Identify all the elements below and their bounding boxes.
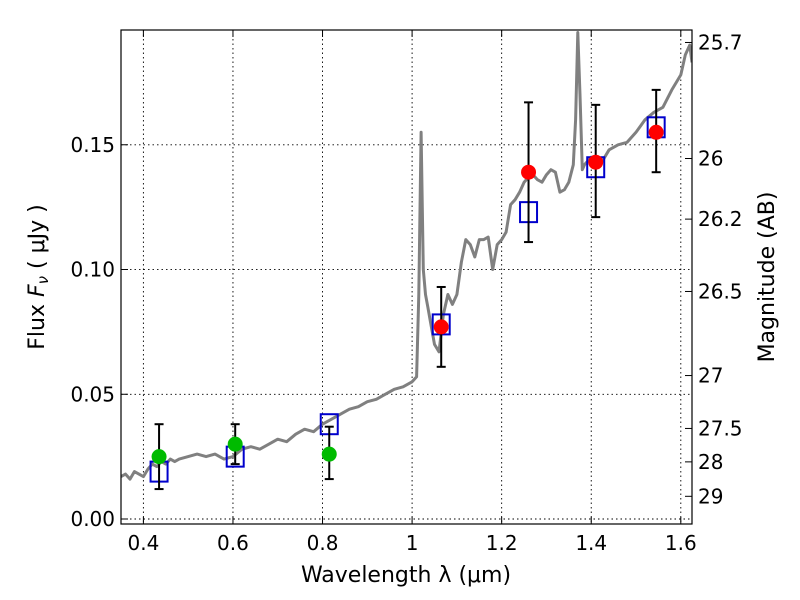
y2-axis-label: Magnitude (AB) (755, 192, 780, 363)
y-axis-label-symbol: F (25, 284, 50, 297)
x-tick-label: 0.4 (127, 531, 159, 555)
plot-frame (120, 29, 693, 525)
x-axis-label: Wavelength λ (μm) (301, 563, 511, 588)
y2-tick-label: 26.5 (698, 279, 743, 303)
y-tick-label: 0.00 (70, 507, 115, 531)
grid (121, 30, 692, 524)
x-tick-label: 1.2 (486, 531, 518, 555)
data-layer (121, 31, 692, 491)
photometry-point (321, 446, 337, 462)
x-tick-label: 1.4 (575, 531, 607, 555)
x-tick-label: 1.6 (665, 531, 697, 555)
photometry-point (521, 164, 537, 180)
y-axis-label-subscript: ν (34, 276, 52, 284)
y2-tick-label: 28 (698, 450, 723, 474)
x-tick-label: 1 (406, 531, 419, 555)
y-tick-label: 0.05 (70, 382, 115, 406)
photometry-point (588, 154, 604, 170)
ticks: 0.4 0.6 0.8 1 1.2 1.4 1.6 0.00 0.05 0.10 0.15 25.7 2… (70, 30, 743, 555)
y-axis-label-prefix: Flux (25, 297, 50, 350)
y2-tick-label: 25.7 (698, 30, 743, 54)
plot-area (121, 30, 692, 524)
y2-tick-label: 26 (698, 146, 723, 170)
x-tick-label: 0.6 (217, 531, 249, 555)
y-axis-label-suffix: ( μJy ) (25, 204, 50, 276)
y-axis-label: Flux Fν ( μJy ) (25, 204, 52, 349)
x-tick-label: 0.8 (307, 531, 339, 555)
y2-tick-label: 29 (698, 484, 723, 508)
photometry-point (227, 436, 243, 452)
photometry-point (648, 124, 664, 140)
y2-tick-label: 26.2 (698, 207, 743, 231)
y2-tick-label: 27.5 (698, 416, 743, 440)
photometry-point (151, 449, 167, 465)
y2-tick-label: 27 (698, 364, 723, 388)
y-tick-label: 0.15 (70, 133, 115, 157)
photometry-point (433, 319, 449, 335)
y-tick-label: 0.10 (70, 258, 115, 282)
